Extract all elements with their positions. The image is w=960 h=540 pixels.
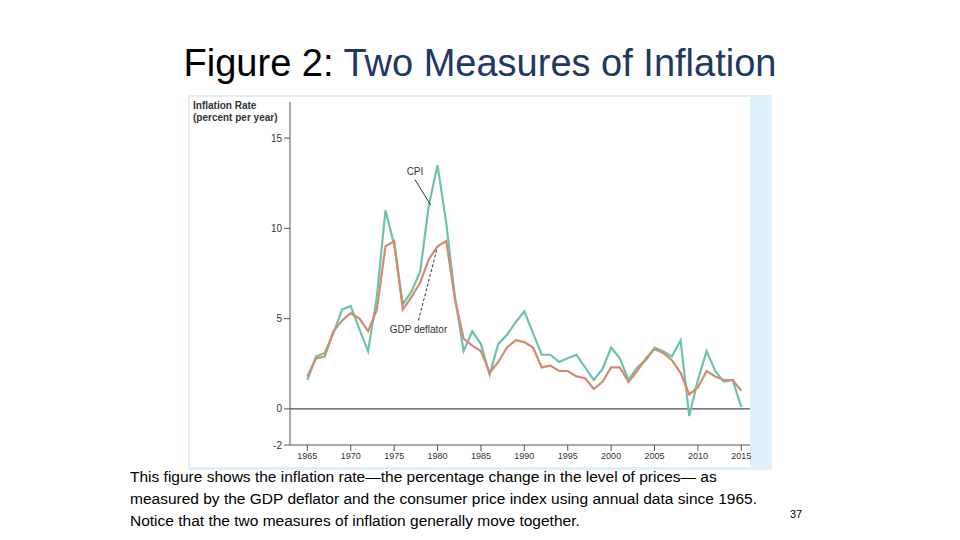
svg-text:GDP deflator: GDP deflator [390, 324, 448, 335]
svg-text:-2: -2 [273, 440, 282, 451]
html-text:This figure shows the inflatio: This figure shows the inflation rate—the… [130, 468, 717, 485]
svg-text:2005: 2005 [645, 451, 665, 461]
svg-text:5: 5 [276, 313, 282, 324]
html-text:measured by the GDP deflator a: measured by the GDP deflator and the con… [130, 490, 757, 507]
svg-text:1995: 1995 [558, 451, 578, 461]
svg-text:2015: 2015 [731, 451, 751, 461]
svg-text:1965: 1965 [297, 451, 317, 461]
svg-text:15: 15 [271, 133, 283, 144]
svg-text:1970: 1970 [341, 451, 361, 461]
svg-text:1975: 1975 [384, 451, 404, 461]
svg-text:1985: 1985 [471, 451, 491, 461]
svg-text:CPI: CPI [407, 166, 424, 177]
html-text:Inflation Rate (percent per ye: Inflation Rate (percent per year) [193, 100, 278, 123]
svg-text:2000: 2000 [601, 451, 621, 461]
svg-text:1980: 1980 [428, 451, 448, 461]
html-text:37: 37 [790, 508, 803, 520]
svg-text:10: 10 [271, 223, 283, 234]
html-text:Notice that the two measures o: Notice that the two measures of inflatio… [130, 512, 580, 529]
svg-text:0: 0 [276, 403, 282, 414]
html-text:Figure 2: Two Measures of Infl: Figure 2: Two Measures of Inflation [183, 42, 777, 84]
svg-text:1990: 1990 [514, 451, 534, 461]
svg-text:2010: 2010 [688, 451, 708, 461]
